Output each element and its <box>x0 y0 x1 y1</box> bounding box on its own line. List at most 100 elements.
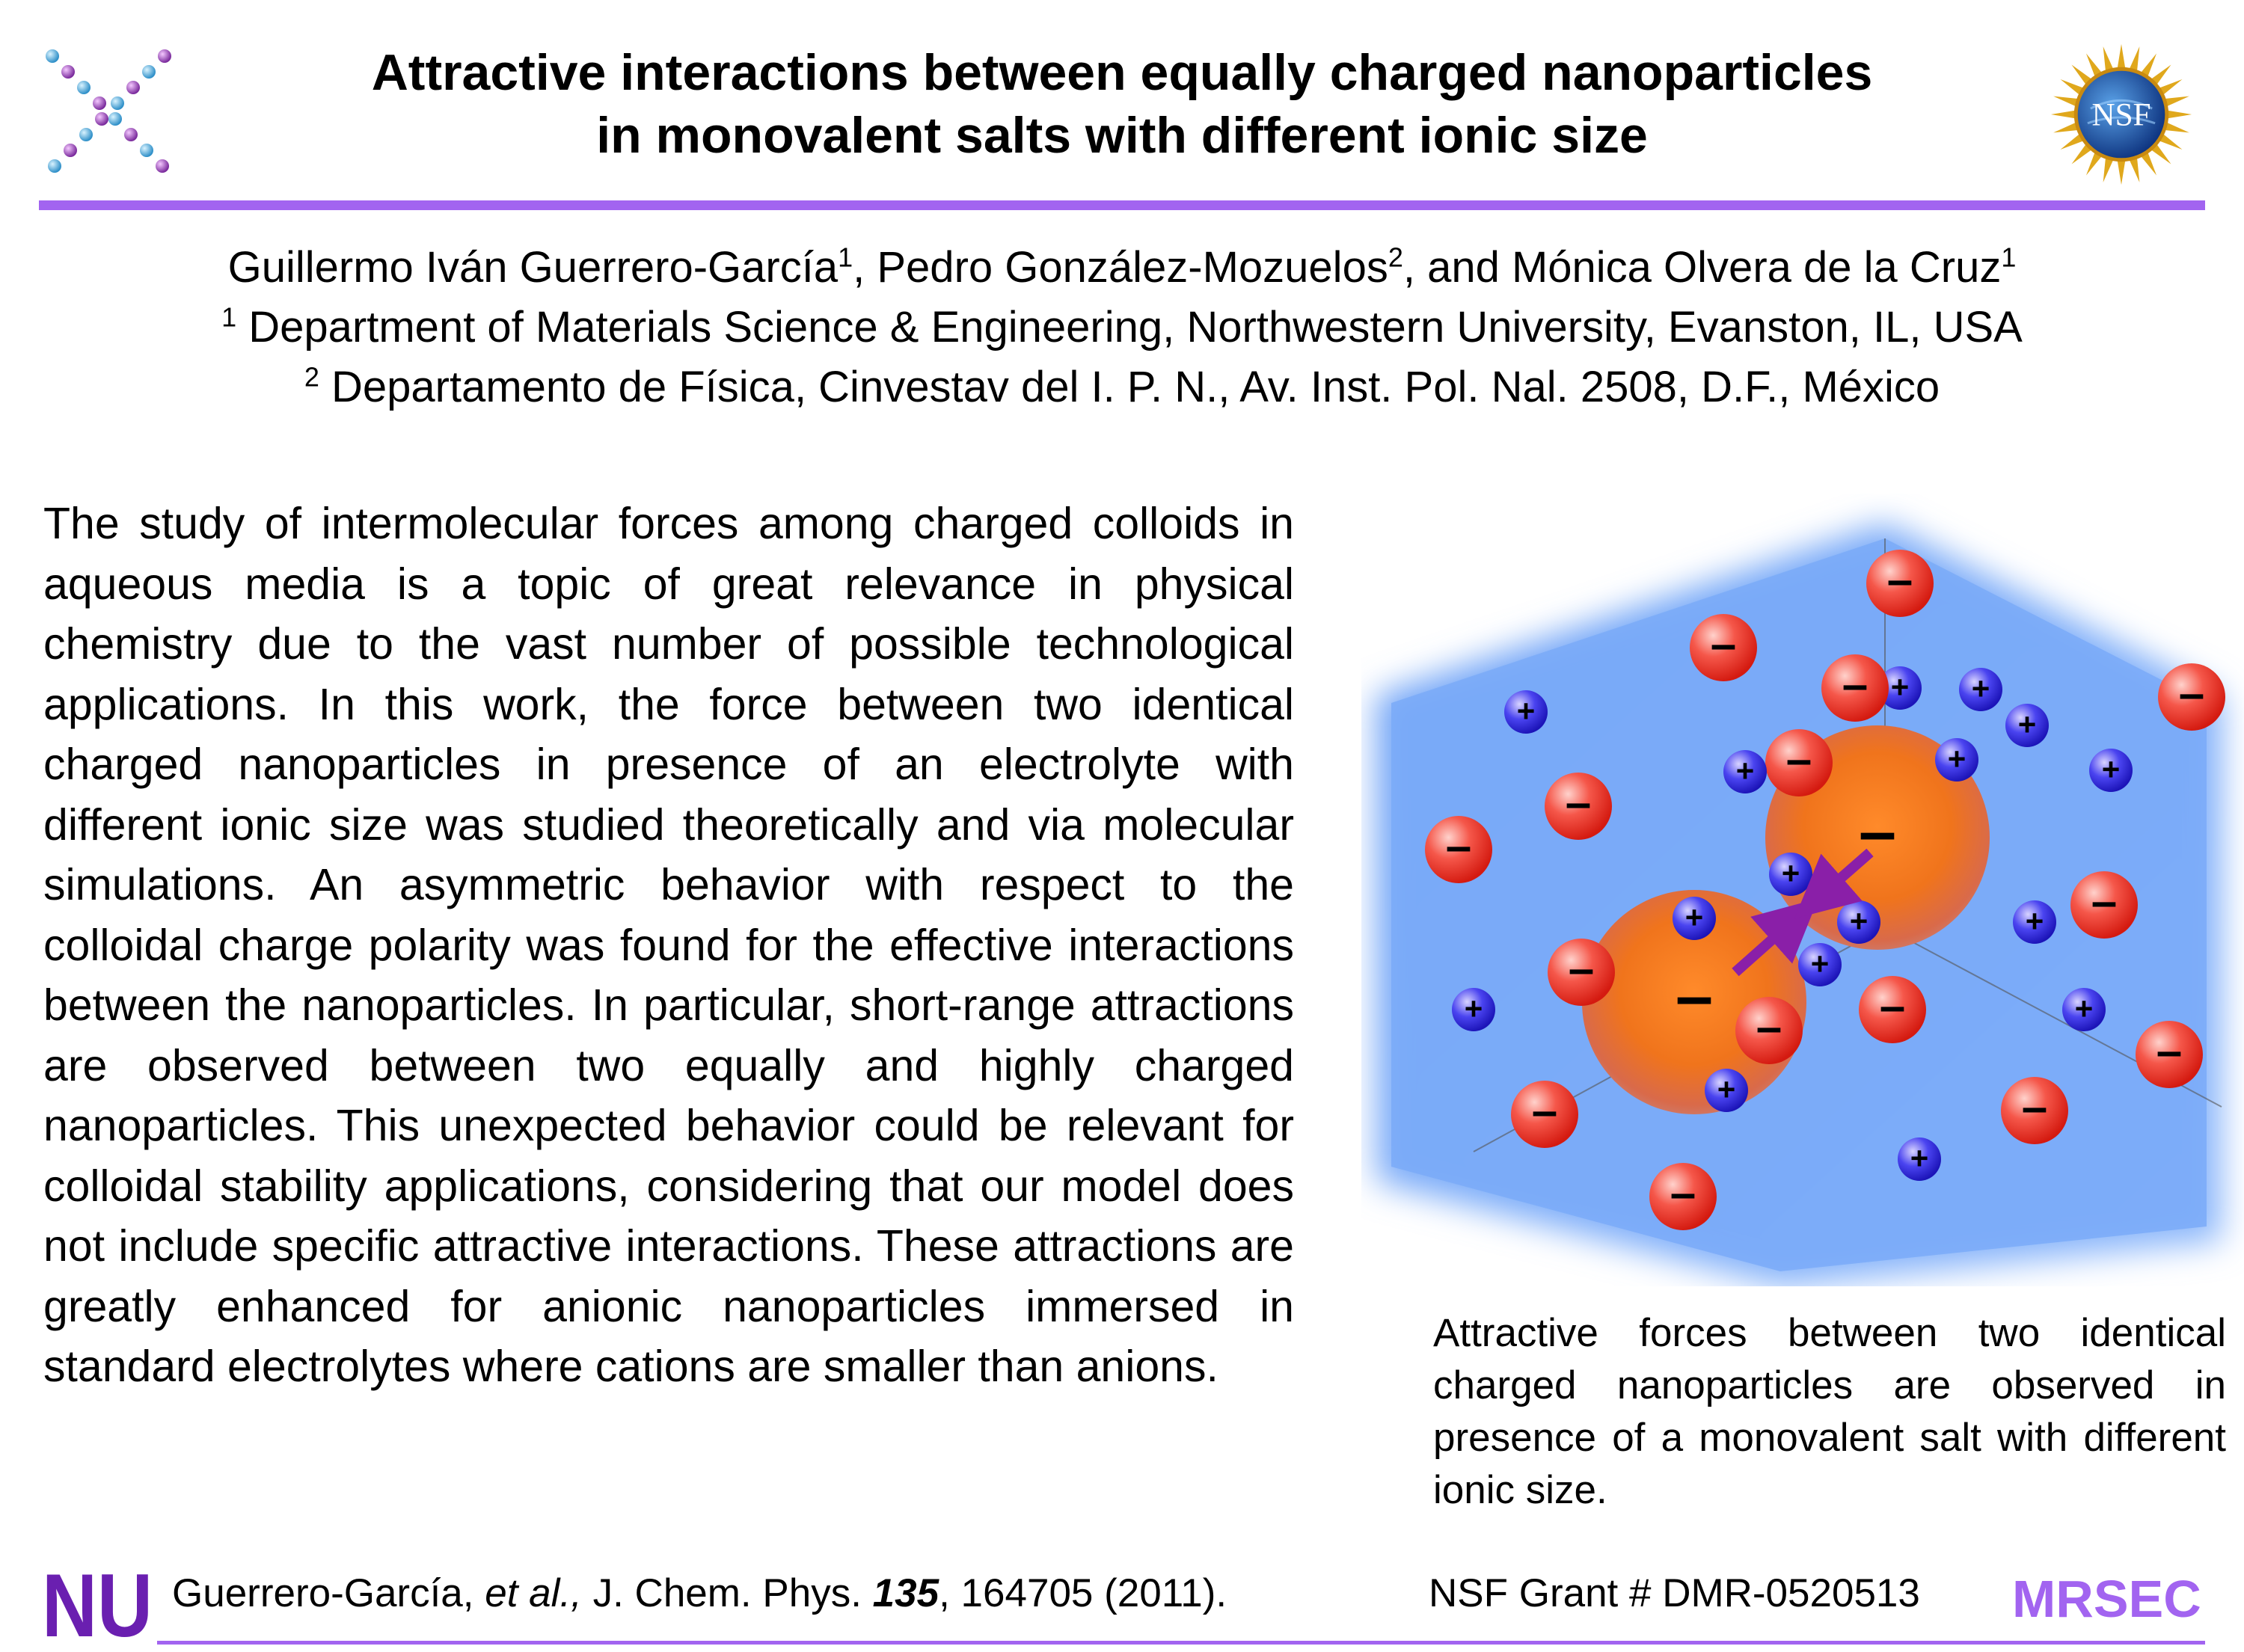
logo-dot <box>46 49 59 63</box>
svg-text:–: – <box>2091 876 2117 927</box>
title-line-2: in monovalent salts with different ionic… <box>596 107 1648 164</box>
logo-dot <box>158 49 171 63</box>
logo-dot <box>77 81 91 94</box>
logo-dot <box>140 144 153 157</box>
affiliation-2-mark: 2 <box>304 361 319 393</box>
logo-dot <box>156 159 169 173</box>
figure-caption: Attractive forces between two identical … <box>1433 1311 2226 1512</box>
svg-text:–: – <box>1887 554 1913 606</box>
svg-text:–: – <box>1786 734 1812 785</box>
svg-text:+: + <box>1850 903 1869 939</box>
logo-dot <box>79 128 93 141</box>
svg-text:+: + <box>1811 946 1830 981</box>
abstract-text: The study of intermolecular forces among… <box>43 499 1294 1391</box>
svg-text:+: + <box>1948 741 1966 776</box>
svg-text:–: – <box>1566 777 1591 829</box>
author-line: Guillermo Iván Guerrero-García1, Pedro G… <box>0 238 2244 298</box>
anion-icon: – <box>1821 654 1889 722</box>
anion-icon: – <box>2158 663 2225 731</box>
anion-icon: – <box>2070 871 2138 939</box>
svg-text:+: + <box>2102 752 2121 787</box>
citation-volume: 135 <box>872 1571 939 1615</box>
cation-icon: + <box>1452 988 1495 1031</box>
logo-dot <box>108 112 122 126</box>
svg-text:–: – <box>1676 959 1713 1034</box>
cation-icon: + <box>1705 1069 1748 1112</box>
cation-icon: + <box>2005 704 2049 747</box>
anion-icon: – <box>2001 1077 2068 1144</box>
author-2-affiliation-mark: 2 <box>1388 242 1403 273</box>
anion-icon: – <box>1866 550 1934 617</box>
logo-dot <box>64 144 77 157</box>
author-block: Guillermo Iván Guerrero-García1, Pedro G… <box>0 238 2244 417</box>
svg-text:–: – <box>1842 659 1868 710</box>
footer-divider <box>157 1641 2205 1645</box>
svg-text:+: + <box>1736 753 1755 788</box>
cation-icon: + <box>1898 1137 1941 1181</box>
logo-dot <box>126 81 140 94</box>
citation-pages-year: , 164705 (2011). <box>939 1571 1227 1615</box>
header-divider <box>39 200 2205 210</box>
svg-text:+: + <box>1972 671 1990 706</box>
affiliation-1-mark: 1 <box>221 301 237 333</box>
cation-icon: + <box>1798 943 1842 986</box>
cation-icon: + <box>1959 668 2002 711</box>
author-1-affiliation-mark: 1 <box>838 242 853 273</box>
anion-icon: – <box>1548 939 1615 1006</box>
logo-dot <box>124 128 138 141</box>
cation-icon: + <box>1723 750 1767 793</box>
author-3: , and Mónica Olvera de la Cruz <box>1402 243 2002 292</box>
arrow-left-particle <box>1732 898 1818 977</box>
citation-authors: Guerrero-García, <box>172 1571 485 1615</box>
svg-text:–: – <box>1532 1085 1557 1137</box>
logo-dot <box>142 65 156 79</box>
nsf-logo: NSF <box>2050 43 2192 185</box>
logo-dot <box>61 65 75 79</box>
anion-icon: – <box>1511 1081 1578 1148</box>
cation-icon: + <box>2013 900 2056 944</box>
cation-icon: + <box>1504 690 1548 734</box>
cation-icon: + <box>1935 738 1978 782</box>
nanoparticle-cross-logo <box>46 49 171 173</box>
svg-text:–: – <box>1670 1167 1696 1219</box>
svg-text:+: + <box>1465 991 1483 1026</box>
anion-icon: – <box>1649 1163 1717 1230</box>
affiliation-1-text: Department of Materials Science & Engine… <box>236 303 2023 351</box>
mrsec-label: MRSEC <box>2012 1570 2201 1628</box>
anion-icon: – <box>1545 773 1612 840</box>
anion-icon: – <box>1765 729 1833 796</box>
svg-text:+: + <box>1782 856 1800 891</box>
cation-icon: + <box>1673 897 1716 940</box>
affiliation-1: 1 Department of Materials Science & Engi… <box>0 298 2244 357</box>
author-1: Guillermo Iván Guerrero-García <box>227 243 839 292</box>
anion-icon: – <box>1859 976 1926 1043</box>
attraction-arrows <box>1732 848 1874 977</box>
anion-icon: – <box>1690 614 1757 681</box>
cation-icon: + <box>1878 666 1922 710</box>
svg-text:–: – <box>2156 1025 2182 1077</box>
cation-icon: + <box>1769 853 1812 896</box>
nsf-logo-text: NSF <box>2091 98 2150 133</box>
nanoparticle-figure: +–++ –– ––––––––––––––++++++++++++++ <box>1376 523 2225 1286</box>
citation-journal: J. Chem. Phys. <box>581 1571 873 1615</box>
svg-text:–: – <box>1756 1001 1782 1053</box>
logo-dot <box>95 112 108 126</box>
grant-number: NSF Grant # DMR-0520513 <box>1429 1571 1920 1615</box>
svg-text:+: + <box>1685 900 1704 935</box>
title-line-1: Attractive interactions between equally … <box>371 44 1873 101</box>
svg-text:–: – <box>1569 943 1594 995</box>
anion-icon: – <box>2136 1021 2203 1088</box>
northwestern-nu-logo: NU <box>42 1565 153 1639</box>
svg-text:–: – <box>1446 820 1471 872</box>
svg-text:+: + <box>2026 903 2044 939</box>
author-3-affiliation-mark: 1 <box>2001 242 2017 273</box>
citation: Guerrero-García, et al., J. Chem. Phys. … <box>172 1570 1227 1616</box>
logo-dot <box>48 159 61 173</box>
cation-icon: + <box>2062 988 2106 1031</box>
cation-icon: + <box>1837 900 1880 944</box>
svg-text:+: + <box>1891 669 1910 704</box>
logo-dot <box>111 96 124 110</box>
anion-icon: – <box>1735 997 1803 1064</box>
svg-text:–: – <box>2022 1081 2047 1133</box>
svg-text:+: + <box>2018 707 2037 742</box>
